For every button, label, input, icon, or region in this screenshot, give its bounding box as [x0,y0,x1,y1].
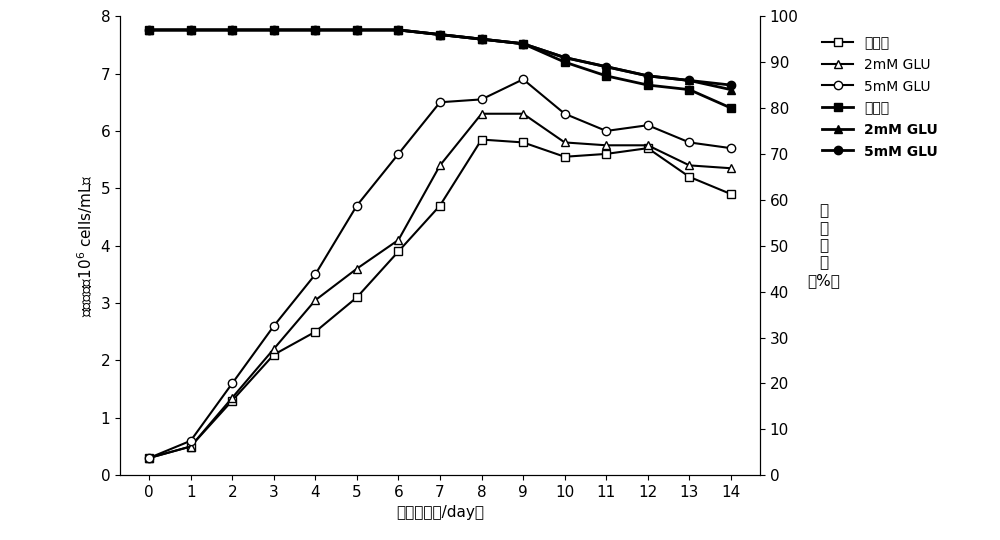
Y-axis label: 细
胞
活
率
（%）: 细 胞 活 率 （%） [807,204,840,288]
X-axis label: 培养时间（/day）: 培养时间（/day） [396,505,484,521]
Y-axis label: 细胞密度（10$^6$ cells/mL）: 细胞密度（10$^6$ cells/mL） [75,174,95,317]
Legend: 对照组, 2mM GLU, 5mM GLU, 对照组, 2mM GLU, 5mM GLU: 对照组, 2mM GLU, 5mM GLU, 对照组, 2mM GLU, 5mM… [818,32,942,163]
